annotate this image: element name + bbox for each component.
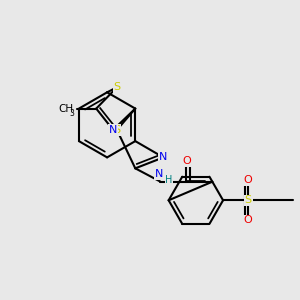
Text: S: S xyxy=(113,125,121,135)
Text: O: O xyxy=(244,215,253,225)
Text: S: S xyxy=(245,195,252,205)
Text: N: N xyxy=(109,125,117,135)
Text: N: N xyxy=(159,152,168,162)
Text: N: N xyxy=(155,169,163,179)
Text: CH: CH xyxy=(58,103,73,114)
Text: S: S xyxy=(113,82,121,92)
Text: O: O xyxy=(182,156,191,166)
Text: H: H xyxy=(165,175,172,185)
Text: 3: 3 xyxy=(69,110,74,118)
Text: O: O xyxy=(244,175,253,185)
